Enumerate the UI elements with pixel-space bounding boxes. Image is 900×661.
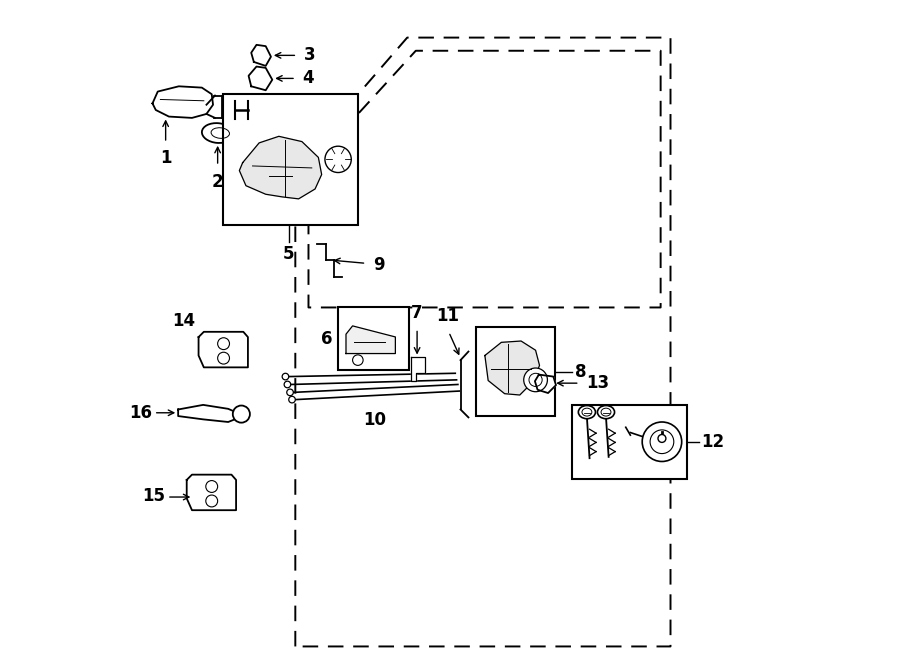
Text: 8: 8 [575,363,587,381]
Circle shape [353,355,363,366]
Circle shape [643,422,681,461]
Polygon shape [251,45,271,66]
Circle shape [283,373,289,380]
Circle shape [206,495,218,507]
Text: 2: 2 [212,173,223,190]
Bar [572,405,687,479]
Bar [476,327,555,416]
Text: 10: 10 [363,410,386,429]
Polygon shape [346,326,395,354]
Polygon shape [485,341,539,395]
Circle shape [206,481,218,492]
Bar [338,307,410,370]
Text: 1: 1 [160,149,171,167]
Ellipse shape [202,123,233,143]
Circle shape [218,352,230,364]
Polygon shape [239,136,321,199]
Circle shape [289,397,295,403]
Circle shape [287,389,293,396]
Ellipse shape [579,406,596,418]
Polygon shape [535,375,556,393]
Ellipse shape [598,406,615,418]
Text: 3: 3 [304,46,316,64]
Text: 15: 15 [142,486,166,505]
Text: 7: 7 [411,304,423,322]
Text: 14: 14 [172,313,195,330]
Circle shape [284,381,291,388]
Polygon shape [186,475,236,510]
Text: 4: 4 [302,69,314,87]
Circle shape [233,406,250,422]
Circle shape [325,146,351,173]
Polygon shape [199,332,248,368]
Text: 9: 9 [373,256,384,274]
Text: 6: 6 [321,330,333,348]
Text: 11: 11 [436,307,459,325]
Circle shape [524,368,547,392]
Text: 12: 12 [701,433,724,451]
Text: 5: 5 [283,245,294,263]
Circle shape [658,434,666,442]
Circle shape [218,338,230,350]
Text: 13: 13 [586,374,609,392]
Polygon shape [410,357,425,381]
Polygon shape [178,405,238,422]
Bar [223,94,358,225]
Text: 16: 16 [130,404,152,422]
Polygon shape [248,67,273,91]
Polygon shape [152,87,213,118]
